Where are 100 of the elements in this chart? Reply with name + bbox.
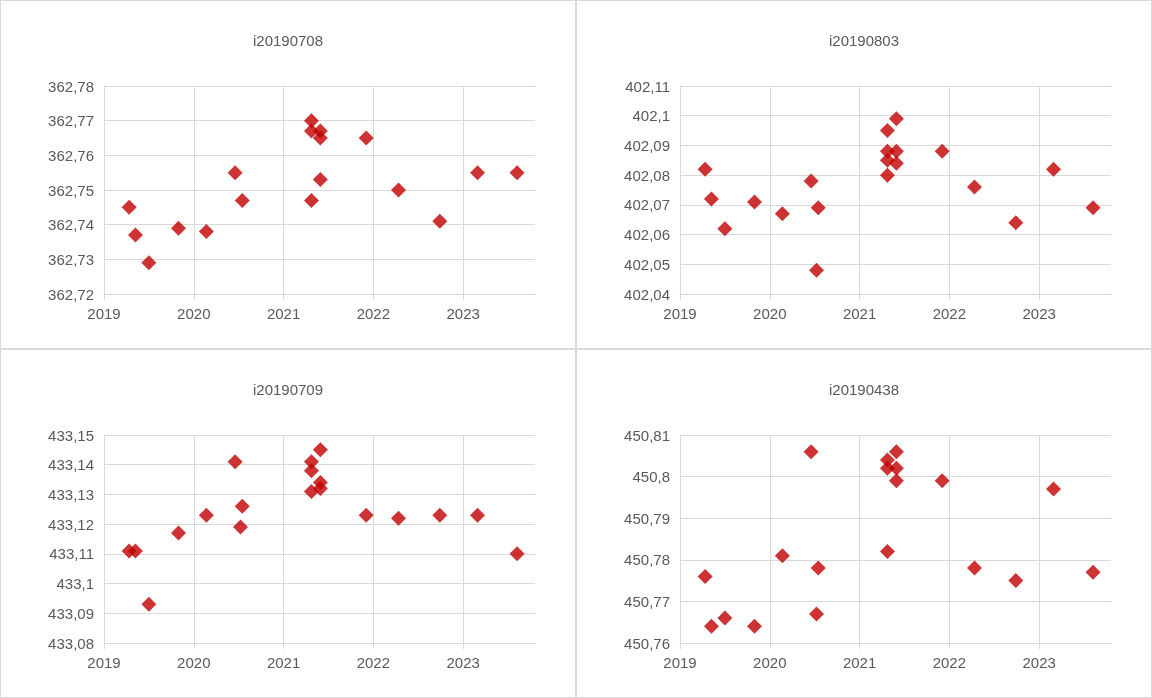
y-tick-label: 362,75 bbox=[48, 181, 94, 199]
chart-title: i20190709 bbox=[252, 381, 324, 398]
point bbox=[774, 206, 790, 222]
point bbox=[967, 179, 983, 195]
point bbox=[171, 525, 187, 541]
point bbox=[303, 463, 319, 479]
point bbox=[1085, 200, 1101, 216]
point bbox=[934, 473, 950, 489]
point bbox=[774, 548, 790, 564]
x-tick-label: 2020 bbox=[753, 305, 787, 322]
x-tick-label: 2022 bbox=[932, 305, 967, 322]
y-tick-label: 450,78 bbox=[624, 551, 670, 569]
point bbox=[1046, 481, 1062, 497]
y-tick-label: 402,06 bbox=[624, 226, 670, 244]
x-tick-label: 2020 bbox=[177, 654, 211, 671]
x-tick-label: 2019 bbox=[663, 654, 697, 671]
x-tick-label: 2023 bbox=[446, 305, 480, 322]
point bbox=[234, 192, 250, 208]
y-tick-label: 433,11 bbox=[49, 545, 94, 563]
point bbox=[198, 507, 214, 523]
point bbox=[391, 510, 407, 526]
point bbox=[470, 165, 486, 181]
x-tick-label: 2019 bbox=[87, 654, 121, 671]
point bbox=[127, 227, 143, 243]
chart-title: i20190803 bbox=[828, 32, 900, 49]
x-tick-label: 2020 bbox=[753, 654, 787, 671]
x-tick-label: 2021 bbox=[266, 654, 301, 671]
y-tick-label: 450,76 bbox=[624, 634, 670, 652]
y-tick-label: 450,79 bbox=[624, 509, 670, 527]
point bbox=[888, 111, 904, 127]
point bbox=[703, 191, 719, 207]
point bbox=[358, 130, 374, 146]
point bbox=[312, 480, 328, 496]
y-tick-label: 362,72 bbox=[48, 285, 94, 303]
point bbox=[888, 460, 904, 476]
point bbox=[198, 224, 214, 240]
x-tick-label: 2019 bbox=[663, 305, 697, 322]
y-tick-label: 402,1 bbox=[632, 107, 670, 125]
x-tick-label: 2023 bbox=[1022, 305, 1056, 322]
point bbox=[879, 167, 895, 183]
point bbox=[1046, 161, 1062, 177]
y-tick-label: 450,81 bbox=[624, 426, 670, 444]
point bbox=[888, 444, 904, 460]
point bbox=[697, 568, 713, 584]
y-tick-label: 433,14 bbox=[48, 456, 94, 474]
point bbox=[509, 546, 525, 562]
point bbox=[358, 507, 374, 523]
x-tick-label: 2021 bbox=[266, 305, 301, 322]
y-tick-label: 402,09 bbox=[624, 136, 670, 154]
y-tick-label: 450,77 bbox=[624, 592, 670, 610]
point bbox=[432, 213, 448, 229]
point bbox=[934, 143, 950, 159]
x-tick-label: 2022 bbox=[932, 654, 967, 671]
point bbox=[879, 543, 895, 559]
point bbox=[232, 519, 248, 535]
x-tick-label: 2022 bbox=[356, 305, 391, 322]
point bbox=[141, 255, 157, 271]
point bbox=[747, 618, 763, 634]
point bbox=[879, 123, 895, 139]
y-tick-label: 433,1 bbox=[56, 575, 94, 593]
point bbox=[141, 596, 157, 612]
point bbox=[967, 560, 983, 576]
point bbox=[808, 262, 824, 278]
point bbox=[810, 200, 826, 216]
point bbox=[717, 610, 733, 626]
point bbox=[803, 444, 819, 460]
point bbox=[747, 194, 763, 210]
y-tick-label: 433,15 bbox=[48, 426, 94, 444]
y-tick-label: 402,05 bbox=[624, 255, 670, 273]
x-tick-label: 2021 bbox=[842, 305, 877, 322]
point bbox=[227, 454, 243, 470]
y-tick-label: 362,77 bbox=[48, 112, 94, 130]
point bbox=[888, 473, 904, 489]
y-tick-label: 433,12 bbox=[48, 515, 94, 533]
point bbox=[303, 113, 319, 129]
point bbox=[697, 161, 713, 177]
y-tick-label: 402,08 bbox=[624, 166, 670, 184]
point bbox=[303, 192, 319, 208]
point bbox=[803, 173, 819, 189]
point bbox=[703, 618, 719, 634]
y-tick-label: 362,74 bbox=[48, 216, 94, 234]
x-tick-label: 2021 bbox=[842, 654, 877, 671]
point bbox=[470, 507, 486, 523]
chart-title: i20190708 bbox=[252, 32, 324, 49]
y-tick-label: 362,73 bbox=[48, 250, 94, 268]
y-tick-label: 450,8 bbox=[632, 468, 670, 486]
point bbox=[227, 165, 243, 181]
y-tick-label: 362,78 bbox=[48, 77, 94, 95]
chart-title: i20190438 bbox=[828, 381, 900, 398]
point bbox=[509, 165, 525, 181]
point bbox=[808, 606, 824, 622]
point bbox=[1008, 573, 1024, 589]
point bbox=[1008, 215, 1024, 231]
point bbox=[121, 199, 137, 215]
y-tick-label: 362,76 bbox=[48, 146, 94, 164]
y-tick-label: 402,04 bbox=[624, 285, 670, 303]
x-tick-label: 2019 bbox=[87, 305, 121, 322]
point bbox=[717, 221, 733, 237]
y-tick-label: 433,08 bbox=[48, 634, 94, 652]
y-tick-label: 402,11 bbox=[625, 77, 670, 95]
